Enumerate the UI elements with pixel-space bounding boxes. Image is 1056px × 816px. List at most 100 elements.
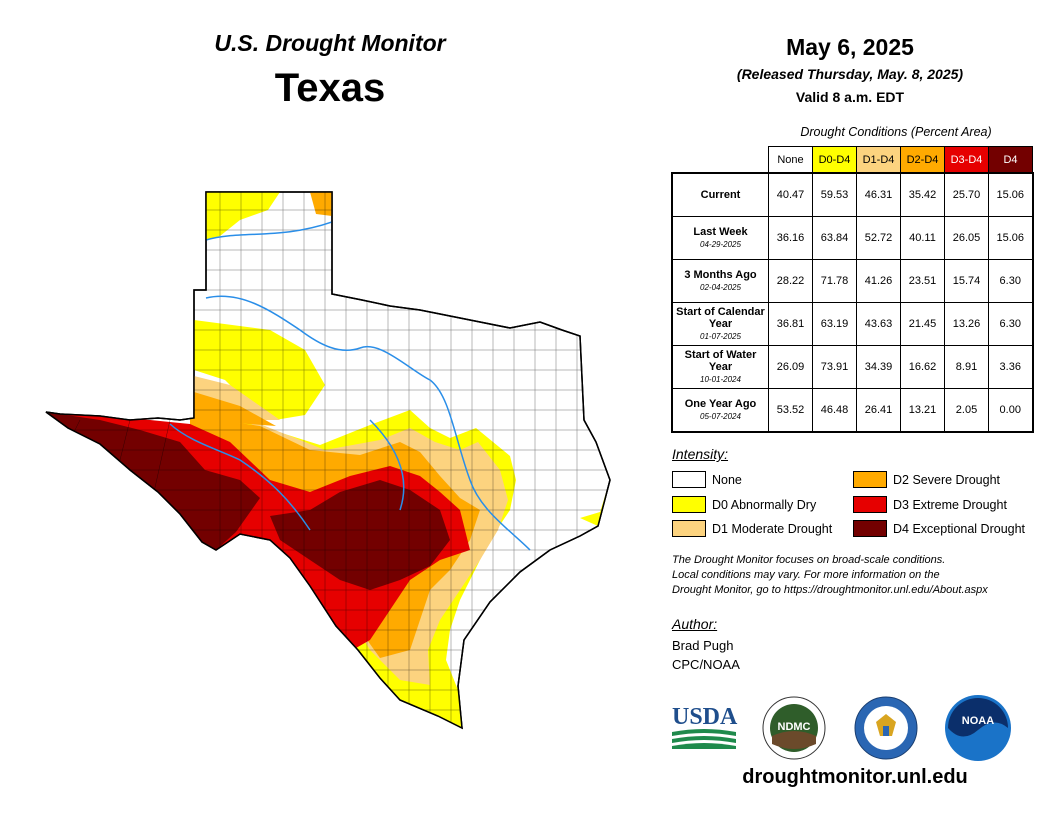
table-row: Start of Water Year 10-01-2024 26.09 73.9… — [671, 345, 1034, 389]
d4-exceptional-drought-areas — [46, 412, 450, 590]
row-label: Current — [671, 172, 769, 217]
table-cell: 0.00 — [988, 388, 1034, 433]
table-cell: 59.53 — [812, 172, 857, 217]
row-label: Start of Water Year 10-01-2024 — [671, 345, 769, 389]
table-cell: 15.74 — [944, 259, 989, 303]
noaa-logo: NOAA — [945, 695, 1011, 761]
legend-item-none: None — [672, 471, 742, 488]
texas-drought-map — [45, 191, 611, 730]
table-cell: 8.91 — [944, 345, 989, 389]
legend-swatch-d0 — [672, 496, 706, 513]
legend-item-d1: D1 Moderate Drought — [672, 520, 832, 537]
row-label-text: Start of Water Year — [684, 348, 757, 373]
ndmc-logo: NDMC — [762, 696, 826, 760]
drought-statistics-table: None D0-D4 D1-D4 D2-D4 D3-D4 D4 Current … — [671, 146, 1034, 433]
table-cell: 2.05 — [944, 388, 989, 433]
table-cell: 63.19 — [812, 302, 857, 346]
release-date: (Released Thursday, May. 8, 2025) — [736, 66, 964, 82]
col-d0-d4: D0-D4 — [812, 146, 857, 174]
table-cell: 41.26 — [856, 259, 901, 303]
table-header-row: None D0-D4 D1-D4 D2-D4 D3-D4 D4 — [672, 146, 1033, 174]
table-cell: 15.06 — [988, 216, 1034, 260]
usda-logo: USDA — [672, 704, 738, 749]
table-corner — [672, 146, 769, 173]
col-none: None — [768, 146, 813, 174]
table-cell: 40.47 — [768, 172, 813, 217]
table-cell: 26.09 — [768, 345, 813, 389]
table-cell: 73.91 — [812, 345, 857, 389]
table-cell: 16.62 — [900, 345, 945, 389]
table-cell: 63.84 — [812, 216, 857, 260]
author-name: Brad Pugh — [672, 638, 734, 653]
table-cell: 26.05 — [944, 216, 989, 260]
map-title: U.S. Drought Monitor — [214, 30, 446, 56]
website-url: droughtmonitor.unl.edu — [742, 766, 968, 788]
legend-swatch-d3 — [853, 496, 887, 513]
legend-item-d4: D4 Exceptional Drought — [853, 520, 1025, 537]
table-cell: 36.16 — [768, 216, 813, 260]
row-label: One Year Ago 05-07-2024 — [671, 388, 769, 433]
legend-label: D1 Moderate Drought — [712, 521, 833, 536]
noaa-logo-text: NOAA — [962, 715, 994, 727]
row-label: 3 Months Ago 02-04-2025 — [671, 259, 769, 303]
legend-item-d2: D2 Severe Drought — [853, 471, 1000, 488]
row-date: 05-07-2024 — [700, 411, 741, 421]
legend-label: D3 Extreme Drought — [893, 497, 1007, 512]
table-cell: 53.52 — [768, 388, 813, 433]
table-cell: 25.70 — [944, 172, 989, 217]
table-cell: 26.41 — [856, 388, 901, 433]
row-label-text: Last Week — [693, 225, 748, 238]
table-cell: 34.39 — [856, 345, 901, 389]
author-title: Author: — [672, 616, 718, 632]
col-d1-d4: D1-D4 — [856, 146, 901, 174]
row-label: Start of Calendar Year 01-07-2025 — [671, 302, 769, 346]
legend-label: D4 Exceptional Drought — [893, 521, 1026, 536]
note-line: The Drought Monitor focuses on broad-sca… — [672, 554, 946, 566]
legend-swatch-none — [672, 471, 706, 488]
legend-label: D2 Severe Drought — [893, 472, 1001, 487]
table-cell: 13.26 — [944, 302, 989, 346]
table-cell: 6.30 — [988, 302, 1034, 346]
row-date: 01-07-2025 — [700, 331, 741, 341]
state-name: Texas — [274, 66, 386, 110]
row-label-text: Start of Calendar Year — [676, 305, 765, 330]
legend-swatch-d1 — [672, 520, 706, 537]
row-date: 04-29-2025 — [700, 239, 741, 249]
table-caption: Drought Conditions (Percent Area) — [800, 125, 992, 139]
table-cell: 46.48 — [812, 388, 857, 433]
usda-logo-text: USDA — [672, 704, 738, 730]
table-row: One Year Ago 05-07-2024 53.52 46.48 26.41… — [671, 388, 1034, 433]
legend-swatch-d4 — [853, 520, 887, 537]
table-cell: 21.45 — [900, 302, 945, 346]
legend-item-d0: D0 Abnormally Dry — [672, 496, 816, 513]
legend-label: None — [712, 472, 742, 487]
map-date: May 6, 2025 — [786, 34, 914, 60]
table-cell: 43.63 — [856, 302, 901, 346]
disclaimer-note: The Drought Monitor focuses on broad-sca… — [672, 553, 1042, 598]
row-label-text: 3 Months Ago — [684, 268, 757, 281]
note-line: Local conditions may vary. For more info… — [672, 569, 940, 581]
ndmc-logo-text: NDMC — [778, 721, 811, 733]
table-cell: 35.42 — [900, 172, 945, 217]
table-cell: 52.72 — [856, 216, 901, 260]
row-date: 10-01-2024 — [700, 374, 741, 384]
col-d3-d4: D3-D4 — [944, 146, 989, 174]
table-row: 3 Months Ago 02-04-2025 28.22 71.78 41.26… — [671, 259, 1034, 303]
note-line: Drought Monitor, go to https://droughtmo… — [672, 584, 988, 596]
row-label-text: Current — [700, 189, 741, 201]
legend-label: D0 Abnormally Dry — [712, 497, 817, 512]
row-label-text: One Year Ago — [684, 397, 757, 410]
table-cell: 28.22 — [768, 259, 813, 303]
row-date: 02-04-2025 — [700, 282, 741, 292]
table-cell: 6.30 — [988, 259, 1034, 303]
table-cell: 23.51 — [900, 259, 945, 303]
col-d2-d4: D2-D4 — [900, 146, 945, 174]
table-cell: 40.11 — [900, 216, 945, 260]
commerce-seal-logo — [854, 696, 918, 760]
table-cell: 15.06 — [988, 172, 1034, 217]
legend-swatch-d2 — [853, 471, 887, 488]
col-d4: D4 — [988, 146, 1033, 174]
table-row: Current 40.47 59.53 46.31 35.42 25.70 15… — [671, 172, 1034, 217]
rivers — [169, 221, 531, 551]
table-cell: 46.31 — [856, 172, 901, 217]
